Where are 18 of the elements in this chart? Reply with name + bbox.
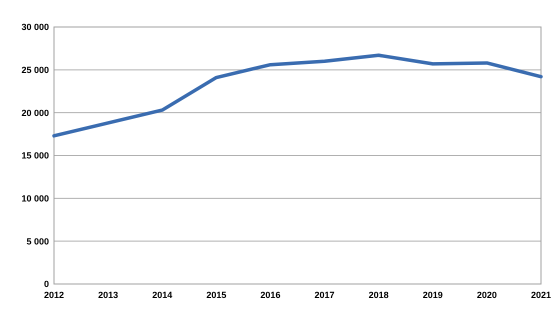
line-series (52, 54, 543, 138)
y-tick-label: 30 000 (21, 22, 49, 32)
x-tick-label: 2014 (152, 290, 172, 300)
y-tick-label: 5 000 (26, 236, 49, 246)
x-tick-label: 2019 (422, 290, 443, 300)
y-tick-label: 0 (44, 279, 49, 290)
x-tick-label: 2017 (314, 290, 335, 300)
y-tick-label: 10 000 (21, 193, 49, 204)
y-tick-label: 15 000 (21, 150, 49, 161)
x-tick-label: 2021 (530, 290, 552, 300)
x-tick-label: 2018 (368, 290, 389, 300)
x-tick-label: 2013 (98, 290, 118, 300)
x-tick-label: 2012 (44, 290, 64, 300)
x-tick-label: 2015 (206, 290, 226, 300)
y-tick-label: 25 000 (21, 64, 49, 75)
y-tick-label: 20 000 (21, 108, 49, 118)
x-tick-label: 2016 (260, 290, 280, 300)
x-tick-label: 2020 (476, 290, 497, 300)
